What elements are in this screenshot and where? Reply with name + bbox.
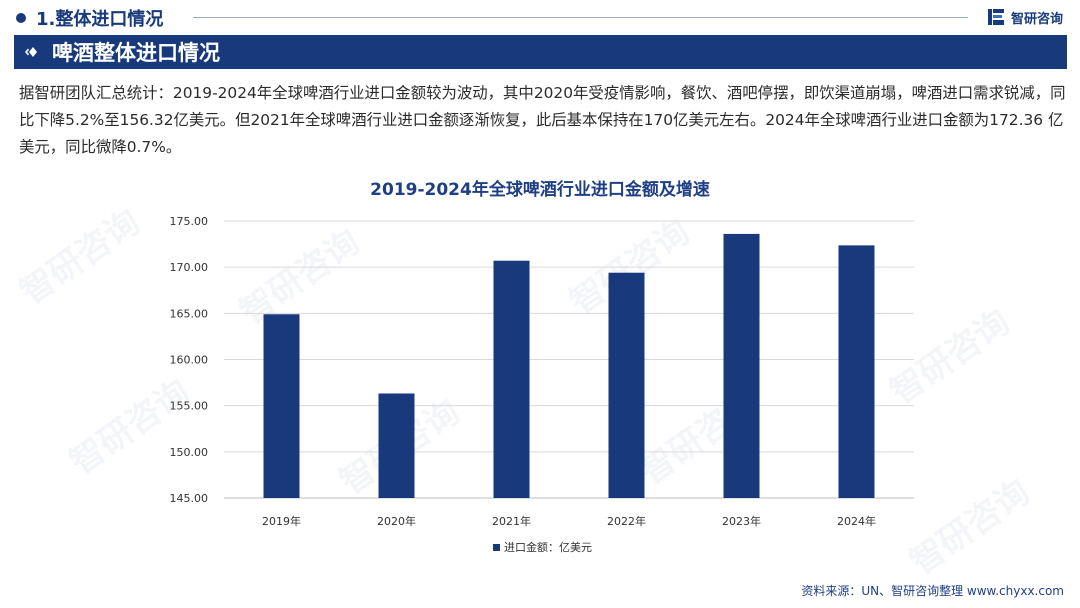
legend-swatch: [493, 543, 500, 551]
y-tick-label: 165.00: [170, 307, 209, 320]
x-tick-label: 2021年: [492, 514, 531, 528]
top-header: 1.整体进口情况 智研咨询: [0, 0, 1080, 34]
diamond-icon: [25, 47, 37, 57]
y-tick-label: 155.00: [170, 400, 209, 413]
chart-title: 2019-2024年全球啤酒行业进口金额及增速: [370, 180, 710, 200]
y-tick-label: 150.00: [170, 446, 209, 459]
x-tick-label: 2023年: [722, 514, 761, 528]
summary-paragraph: 据智研团队汇总统计：2019-2024年全球啤酒行业进口金额较为波动，其中202…: [19, 84, 1066, 156]
header-divider: [193, 17, 968, 18]
bar-2020年: [378, 393, 415, 498]
bar-2022年: [608, 272, 645, 498]
source-note: 资料来源：UN、智研咨询整理 www.chyxx.com: [801, 584, 1064, 598]
legend-label: 进口金额：亿美元: [504, 541, 592, 554]
bar-2019年: [263, 314, 300, 498]
bar-2021年: [493, 260, 530, 498]
x-tick-label: 2024年: [837, 514, 876, 528]
y-tick-label: 175.00: [170, 215, 209, 228]
bar-2024年: [838, 245, 875, 498]
x-tick-label: 2019年: [262, 514, 301, 528]
section-heading: 1.整体进口情况: [36, 9, 164, 30]
banner-title: 啤酒整体进口情况: [52, 41, 220, 65]
bullet-dot-icon: [16, 13, 26, 23]
x-tick-label: 2020年: [377, 514, 416, 528]
brand-name: 智研咨询: [1011, 11, 1064, 27]
y-tick-label: 160.00: [170, 354, 209, 367]
x-tick-label: 2022年: [607, 514, 646, 528]
brand-logo: 智研咨询: [987, 7, 1063, 27]
bar-2023年: [723, 233, 760, 498]
brand-logo-icon: [988, 9, 1004, 25]
section-banner: 啤酒整体进口情况: [14, 35, 1067, 69]
y-tick-label: 170.00: [170, 261, 209, 274]
chart-legend: 进口金额：亿美元: [493, 539, 592, 555]
y-tick-label: 145.00: [170, 492, 209, 505]
